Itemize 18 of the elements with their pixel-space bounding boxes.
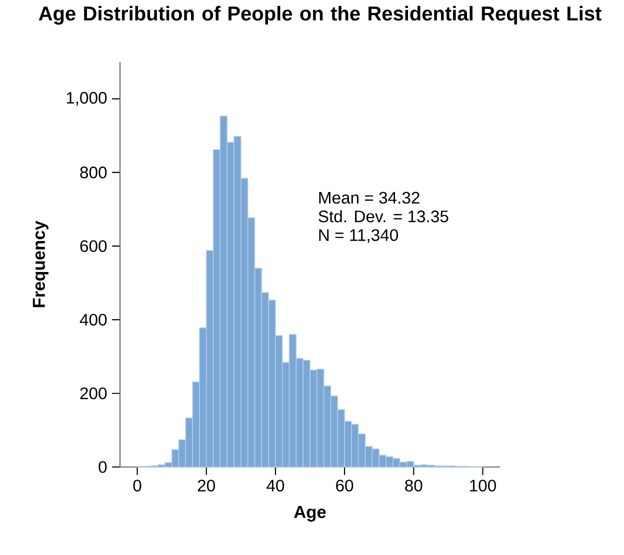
y-tick-label: 400 (80, 314, 107, 326)
annotation: Std. Dev. = 13.35 (318, 210, 448, 222)
x-tick-label: 60 (336, 480, 354, 492)
annotation: Mean = 34.32 (319, 192, 420, 204)
y-tick-label: 200 (80, 387, 107, 400)
y-tick-label: 0 (98, 461, 107, 473)
annotation: N = 11,340 (319, 229, 398, 243)
x-tick-label: 0 (133, 480, 142, 492)
x-axis-title: Age (294, 506, 326, 522)
x-tick-label: 100 (470, 480, 496, 492)
chart-title: Age Distribution of People on the Residential Request List (38, 6, 602, 25)
y-axis-title: Frequency (32, 220, 48, 308)
y-tick-label: 1,000 (66, 92, 107, 106)
x-tick-label: 20 (198, 480, 215, 492)
x-tick-label: 80 (405, 480, 422, 492)
x-tick-label: 40 (266, 480, 284, 492)
y-tick-label: 800 (80, 166, 107, 178)
y-tick-label: 600 (80, 240, 107, 252)
